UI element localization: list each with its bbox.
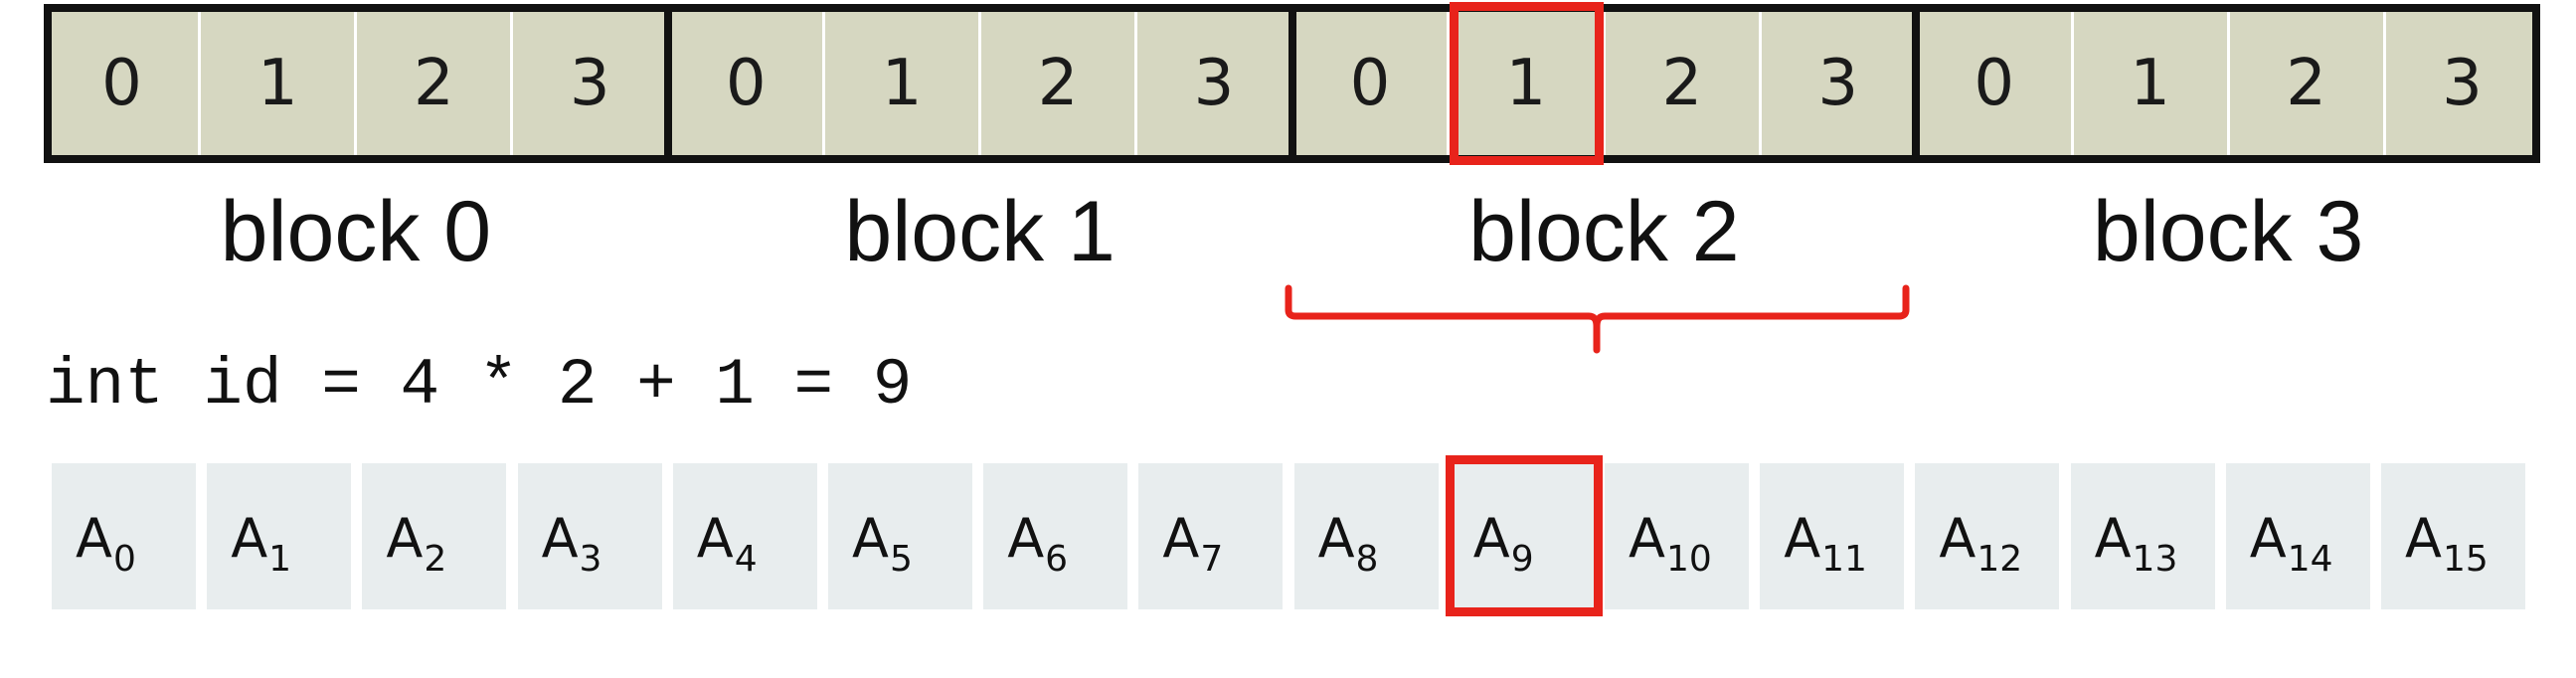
array-letter: A <box>852 507 889 570</box>
array-subscript: 0 <box>112 539 136 580</box>
array-cell: A2 <box>362 463 507 609</box>
array-letter: A <box>76 507 112 570</box>
array-letter: A <box>2094 507 2132 570</box>
thread-cell: 0 <box>44 10 200 157</box>
array-letter: A <box>2405 507 2442 570</box>
array-subscript: 3 <box>579 539 602 580</box>
array-subscript: 11 <box>1821 539 1867 580</box>
array-cell: A8 <box>1293 463 1439 609</box>
thread-cell: 2 <box>979 10 1136 157</box>
thread-cell: 3 <box>511 10 668 157</box>
block-label: block 0 <box>220 183 492 279</box>
array-letter: A <box>231 507 268 570</box>
thread-cell: 1 <box>823 10 980 157</box>
array-subscript: 7 <box>1200 539 1224 580</box>
thread-cell: 2 <box>2228 10 2385 157</box>
thread-divider <box>354 10 358 157</box>
thread-cell: 1 <box>2072 10 2229 157</box>
array-subscript: 13 <box>2132 539 2178 580</box>
thread-divider <box>978 10 982 157</box>
array-cell: A14 <box>2225 463 2370 609</box>
thread-divider <box>198 10 202 157</box>
block-divider <box>1912 4 1921 163</box>
thread-divider <box>822 10 826 157</box>
array-letter: A <box>1007 507 1045 570</box>
code-line: int id = 4 * 2 + 1 = 9 <box>46 348 913 423</box>
array-subscript: 5 <box>889 539 913 580</box>
array-letter: A <box>2249 507 2287 570</box>
array-subscript: 2 <box>424 539 447 580</box>
array-letter: A <box>1472 507 1510 570</box>
array-subscript: 14 <box>2287 539 2333 580</box>
thread-divider <box>2070 10 2074 157</box>
array-subscript: 1 <box>268 539 292 580</box>
thread-cell: 0 <box>1916 10 2073 157</box>
array-letter: A <box>1784 507 1821 570</box>
array-subscript: 10 <box>1665 539 1712 580</box>
array-cell: A1 <box>207 463 352 609</box>
array-subscript: 15 <box>2442 539 2489 580</box>
array-letter: A <box>1317 507 1355 570</box>
array-subscript: 6 <box>1045 539 1069 580</box>
highlighted-array-cell <box>1445 455 1603 616</box>
array-cell: A5 <box>828 463 972 609</box>
thread-strip-border <box>44 4 2540 163</box>
thread-divider <box>1758 10 1762 157</box>
block-divider <box>663 4 672 163</box>
array-subscript: 4 <box>734 539 758 580</box>
array-cell: A3 <box>517 463 662 609</box>
array-cell: A13 <box>2070 463 2215 609</box>
array-letter: A <box>386 507 424 570</box>
block-divider <box>1288 4 1296 163</box>
thread-divider <box>1602 10 1606 157</box>
block-label: block 1 <box>844 183 1116 279</box>
array-subscript: 12 <box>1976 539 2023 580</box>
array-cell: A6 <box>983 463 1128 609</box>
thread-cell: 3 <box>2384 10 2540 157</box>
thread-divider <box>1446 10 1450 157</box>
thread-cell: 3 <box>1760 10 1917 157</box>
array-subscript: 8 <box>1355 539 1379 580</box>
array-cell: A12 <box>1915 463 2060 609</box>
highlighted-thread <box>1450 2 1605 165</box>
array-letter: A <box>696 507 734 570</box>
array-letter: A <box>1939 507 1976 570</box>
array-letter: A <box>1162 507 1200 570</box>
array-letter: A <box>1629 507 1665 570</box>
array-cell: A7 <box>1138 463 1284 609</box>
thread-cell: 0 <box>1291 10 1449 157</box>
array-cell: A11 <box>1760 463 1905 609</box>
thread-divider <box>1134 10 1138 157</box>
array-cell: A9 <box>1449 463 1594 609</box>
array-letter: A <box>541 507 579 570</box>
thread-divider <box>2382 10 2386 157</box>
array-cell: A10 <box>1605 463 1749 609</box>
array-subscript: 9 <box>1510 539 1534 580</box>
block-label: block 3 <box>2092 183 2364 279</box>
thread-cell: 2 <box>355 10 512 157</box>
array-cell: A4 <box>672 463 817 609</box>
thread-cell: 1 <box>199 10 356 157</box>
thread-divider <box>2226 10 2230 157</box>
thread-cell: 1 <box>1448 10 1605 157</box>
block-label: block 2 <box>1468 183 1740 279</box>
array-cell: A0 <box>52 463 196 609</box>
thread-cell: 3 <box>1135 10 1292 157</box>
thread-divider <box>510 10 514 157</box>
array-cell: A15 <box>2381 463 2525 609</box>
thread-cell: 0 <box>667 10 824 157</box>
thread-cell: 2 <box>1604 10 1761 157</box>
